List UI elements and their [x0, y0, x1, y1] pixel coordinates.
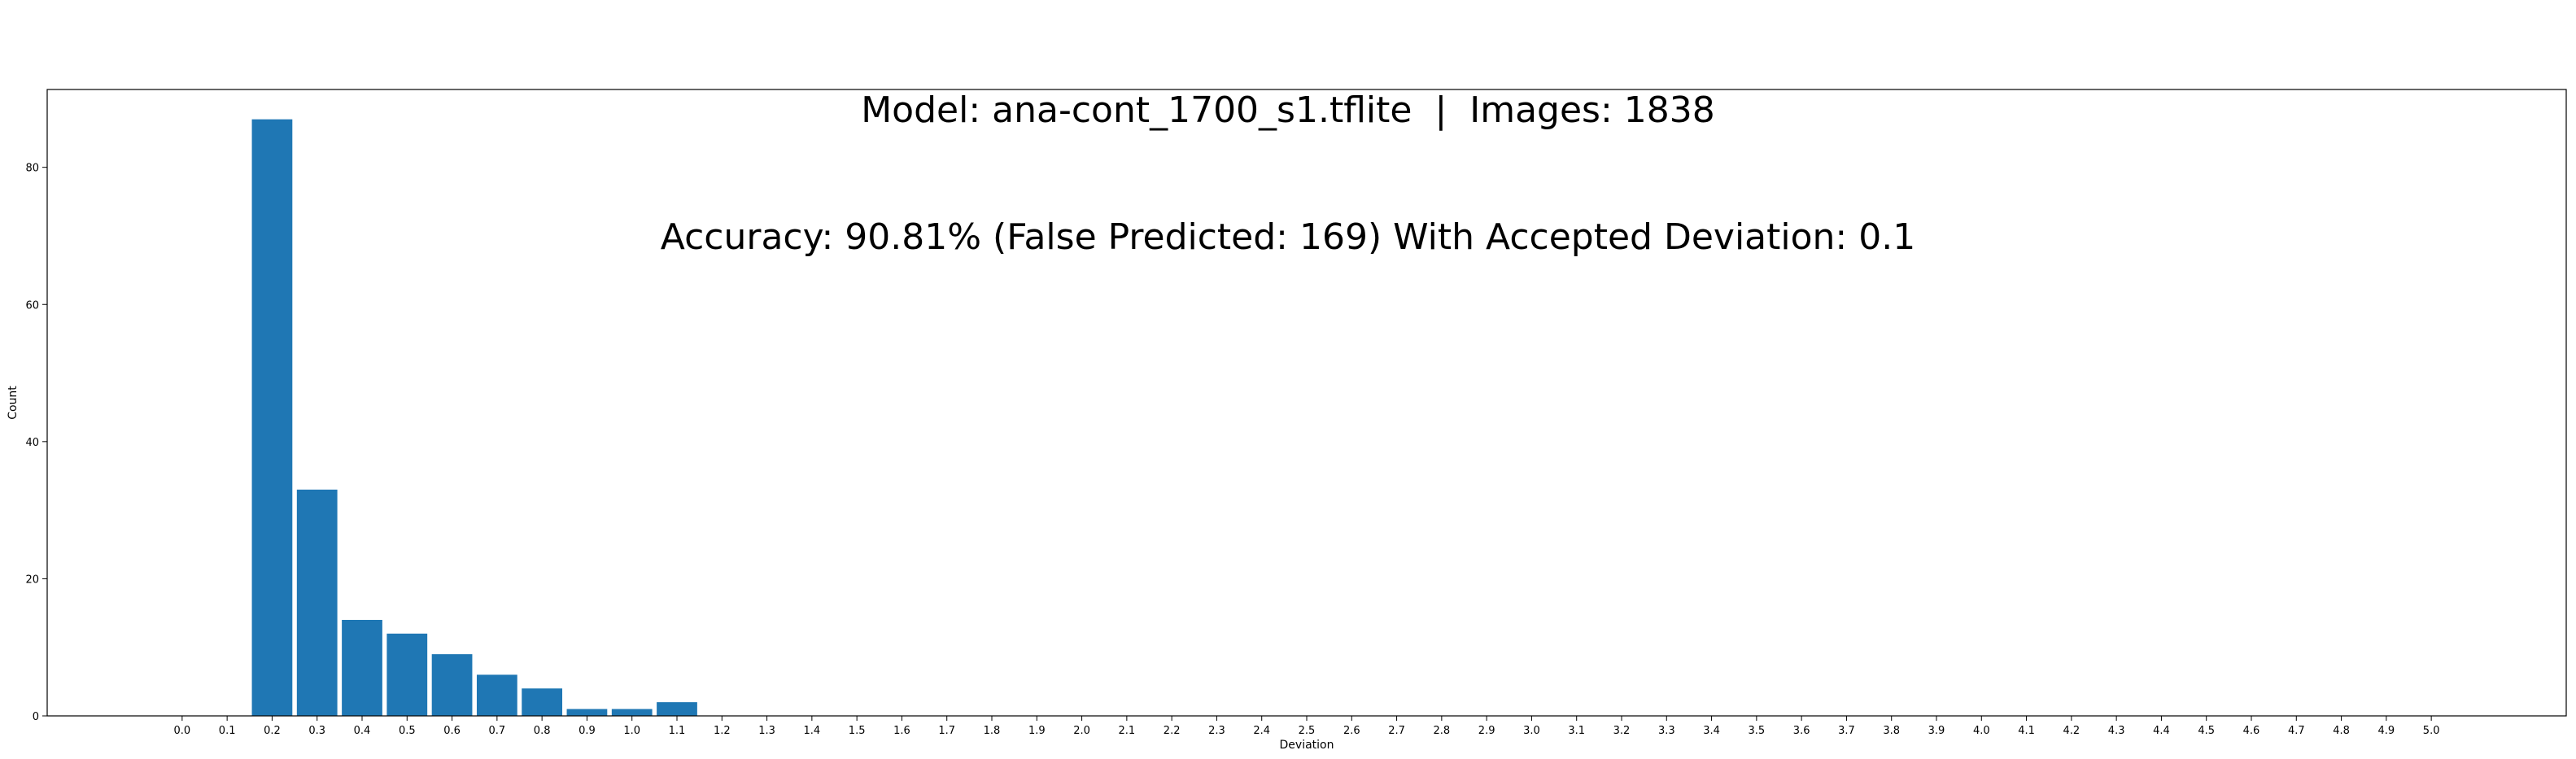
- x-tick-label: 0.8: [534, 725, 551, 737]
- x-tick-label: 2.5: [1299, 725, 1316, 737]
- x-tick-label: 1.0: [623, 725, 640, 737]
- bar-0.8: [522, 688, 563, 716]
- x-tick-label: 3.2: [1613, 725, 1631, 737]
- bar-0.6: [431, 654, 473, 716]
- x-tick-label: 2.0: [1073, 725, 1090, 737]
- x-axis-label: Deviation: [1280, 739, 1334, 752]
- x-tick-label: 4.8: [2333, 725, 2350, 737]
- y-tick-label: 80: [25, 163, 39, 175]
- bar-1.1: [657, 702, 697, 716]
- x-tick-label: 2.3: [1208, 725, 1225, 737]
- y-tick-label: 20: [25, 574, 39, 586]
- x-tick-label: 2.7: [1388, 725, 1405, 737]
- x-tick-label: 0.7: [489, 725, 506, 737]
- x-tick-label: 3.9: [1928, 725, 1945, 737]
- x-tick-label: 0.1: [219, 725, 236, 737]
- y-tick-label: 60: [25, 299, 39, 312]
- x-tick-label: 3.0: [1523, 725, 1540, 737]
- x-tick-label: 1.6: [893, 725, 910, 737]
- bar-0.2: [251, 119, 293, 716]
- x-tick-label: 4.0: [1973, 725, 1990, 737]
- x-tick-label: 0.6: [443, 725, 461, 737]
- x-tick-label: 4.1: [2018, 725, 2035, 737]
- x-tick-label: 1.9: [1028, 725, 1046, 737]
- bar-0.3: [296, 489, 338, 716]
- x-tick-label: 4.9: [2378, 725, 2395, 737]
- x-tick-label: 3.1: [1568, 725, 1585, 737]
- x-tick-label: 1.8: [984, 725, 1001, 737]
- x-tick-label: 3.4: [1703, 725, 1720, 737]
- x-tick-label: 1.5: [849, 725, 866, 737]
- y-tick-label: 0: [33, 711, 39, 723]
- bar-1.0: [611, 709, 653, 716]
- chart-title-line-2: Accuracy: 90.81% (False Predicted: 169) …: [660, 216, 1916, 258]
- x-tick-label: 4.4: [2153, 725, 2170, 737]
- x-tick-label: 2.1: [1119, 725, 1136, 737]
- plot-frame: [46, 89, 2567, 717]
- bar-0.5: [386, 633, 428, 716]
- x-tick-label: 0.4: [354, 725, 371, 737]
- bar-0.7: [476, 674, 517, 716]
- x-tick-label: 4.5: [2198, 725, 2215, 737]
- x-tick-label: 1.3: [758, 725, 775, 737]
- x-tick-label: 2.4: [1253, 725, 1270, 737]
- x-tick-label: 0.0: [174, 725, 191, 737]
- x-tick-label: 0.2: [264, 725, 281, 737]
- x-tick-label: 4.7: [2288, 725, 2305, 737]
- x-tick-label: 0.3: [308, 725, 325, 737]
- x-tick-label: 1.1: [669, 725, 686, 737]
- chart-title-line-1: Model: ana-cont_1700_s1.tflite | Images:…: [861, 89, 1715, 131]
- x-tick-label: 2.8: [1434, 725, 1451, 737]
- x-tick-label: 4.3: [2108, 725, 2125, 737]
- x-tick-label: 5.0: [2423, 725, 2440, 737]
- x-tick-label: 2.6: [1343, 725, 1360, 737]
- x-tick-label: 1.2: [714, 725, 731, 737]
- x-tick-label: 3.3: [1658, 725, 1675, 737]
- chart-title: Model: ana-cont_1700_s1.tflite | Images:…: [0, 5, 2576, 301]
- x-tick-label: 2.2: [1164, 725, 1181, 737]
- x-tick-label: 4.2: [2063, 725, 2080, 737]
- x-tick-label: 3.6: [1793, 725, 1810, 737]
- y-axis-label: Count: [7, 386, 20, 420]
- x-tick-label: 2.9: [1478, 725, 1495, 737]
- x-tick-label: 0.5: [399, 725, 416, 737]
- x-tick-label: 1.4: [804, 725, 821, 737]
- x-tick-label: 1.7: [938, 725, 955, 737]
- y-tick-label: 40: [25, 437, 39, 449]
- bar-0.4: [342, 619, 382, 716]
- x-tick-label: 4.6: [2243, 725, 2260, 737]
- x-tick-label: 3.8: [1883, 725, 1900, 737]
- bar-0.9: [566, 709, 608, 716]
- x-tick-label: 3.7: [1838, 725, 1855, 737]
- x-tick-label: 3.5: [1749, 725, 1766, 737]
- x-tick-label: 0.9: [579, 725, 596, 737]
